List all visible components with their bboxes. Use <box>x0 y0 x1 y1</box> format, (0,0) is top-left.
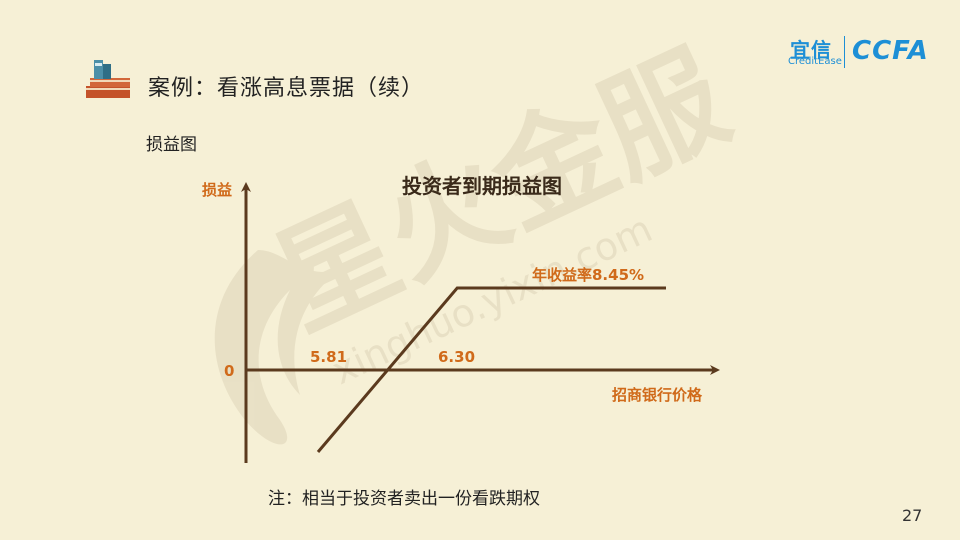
annotation-yield: 年收益率8.45% <box>532 266 644 284</box>
y-axis-label: 损益 <box>202 181 232 199</box>
page-number: 27 <box>902 506 922 525</box>
x-axis-label: 招商银行价格 <box>612 386 703 404</box>
footnote: 注：相当于投资者卖出一份看跌期权 <box>268 484 540 509</box>
origin-label: 0 <box>224 362 234 380</box>
chart-title: 投资者到期损益图 <box>402 174 562 198</box>
annotation-breakeven: 5.81 <box>310 348 347 366</box>
annotation-strike: 6.30 <box>438 348 475 366</box>
